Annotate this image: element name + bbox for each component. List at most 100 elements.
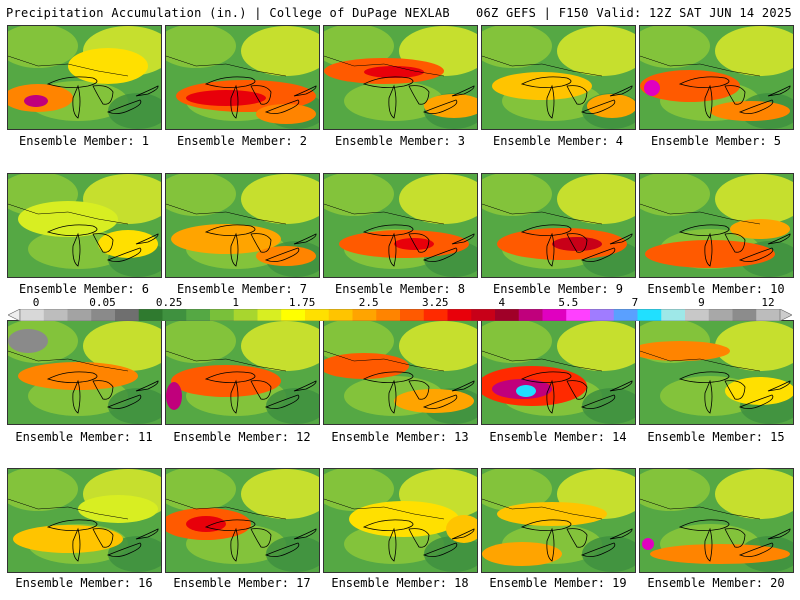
member-caption: Ensemble Member: 18 — [331, 576, 469, 590]
colorbar-segment — [613, 309, 638, 321]
ensemble-member-map — [639, 173, 794, 278]
colorbar-segment — [43, 309, 68, 321]
colorbar-segment — [91, 309, 116, 321]
great-lakes-outline — [8, 498, 159, 562]
colorbar-tick-label: 0 — [32, 296, 40, 309]
colorbar-segment — [328, 309, 353, 321]
precip-map — [324, 321, 477, 424]
colorbar-segment — [67, 309, 92, 321]
ensemble-member-map — [481, 25, 636, 130]
colorbar-tick-label: 4 — [498, 296, 506, 309]
precip-map — [166, 174, 319, 277]
great-lakes-outline — [166, 498, 317, 562]
member-caption: Ensemble Member: 20 — [647, 576, 785, 590]
colorbar-tick-label: 0.25 — [155, 296, 183, 309]
great-lakes-outline — [482, 203, 633, 267]
precip-map — [482, 321, 635, 424]
great-lakes-outline — [482, 350, 633, 414]
precip-map — [324, 469, 477, 572]
colorbar-segment — [138, 309, 163, 321]
map-title: Precipitation Accumulation (in.) | Colle… — [6, 6, 450, 20]
great-lakes-outline — [482, 498, 633, 562]
precip-map — [166, 321, 319, 424]
precip-map — [166, 469, 319, 572]
ensemble-member-map — [7, 468, 162, 573]
member-caption: Ensemble Member: 8 — [334, 282, 466, 296]
great-lakes-outline — [640, 350, 791, 414]
great-lakes-outline — [324, 498, 475, 562]
ensemble-member-map — [323, 320, 478, 425]
precip-map — [640, 321, 793, 424]
ensemble-member-map — [639, 320, 794, 425]
member-caption: Ensemble Member: 14 — [489, 430, 627, 444]
colorbar-segment — [400, 309, 425, 321]
colorbar-segment — [233, 309, 258, 321]
ensemble-member-map — [481, 468, 636, 573]
great-lakes-outline — [324, 55, 475, 119]
great-lakes-outline — [482, 55, 633, 119]
colorbar-segment — [495, 309, 520, 321]
ensemble-member-map — [165, 320, 320, 425]
precip-map — [324, 174, 477, 277]
colorbar-segment — [566, 309, 591, 321]
great-lakes-outline — [640, 55, 791, 119]
colorbar-tick-label: 1 — [232, 296, 239, 309]
precip-map — [482, 26, 635, 129]
ensemble-member-map — [323, 173, 478, 278]
ensemble-member-map — [165, 173, 320, 278]
ensemble-member-map — [323, 468, 478, 573]
member-caption: Ensemble Member: 7 — [176, 282, 308, 296]
colorbar: 0 0.05 0.25 1 1.75 2.5 3.25 4 5.5 7 9 12 — [8, 296, 792, 328]
ensemble-member-map — [7, 173, 162, 278]
colorbar-segment — [542, 309, 567, 321]
colorbar-segment — [162, 309, 187, 321]
colorbar-segment — [661, 309, 686, 321]
member-caption: Ensemble Member: 12 — [173, 430, 311, 444]
colorbar-segment — [708, 309, 733, 321]
colorbar-segment — [590, 309, 615, 321]
colorbar-segment — [210, 309, 235, 321]
precip-map — [8, 469, 161, 572]
precip-map — [8, 26, 161, 129]
member-caption: Ensemble Member: 1 — [18, 134, 150, 148]
ensemble-member-map — [481, 320, 636, 425]
member-caption: Ensemble Member: 17 — [173, 576, 311, 590]
member-caption: Ensemble Member: 15 — [647, 430, 785, 444]
precip-map — [482, 174, 635, 277]
ensemble-member-map — [639, 25, 794, 130]
colorbar-segment — [257, 309, 282, 321]
precip-map — [482, 469, 635, 572]
colorbar-segment — [115, 309, 140, 321]
colorbar-segment — [685, 309, 710, 321]
colorbar-tick-label: 3.25 — [422, 296, 449, 309]
great-lakes-outline — [8, 203, 159, 267]
precip-map — [324, 26, 477, 129]
great-lakes-outline — [8, 350, 159, 414]
ensemble-member-map — [7, 25, 162, 130]
great-lakes-outline — [324, 203, 475, 267]
member-caption: Ensemble Member: 11 — [15, 430, 153, 444]
great-lakes-outline — [640, 203, 791, 267]
member-caption: Ensemble Member: 13 — [331, 430, 469, 444]
colorbar-segment — [186, 309, 211, 321]
precip-map — [640, 174, 793, 277]
colorbar-tick-label: 12 — [761, 296, 775, 309]
precip-map — [8, 174, 161, 277]
colorbar-tick-label: 7 — [631, 296, 639, 309]
great-lakes-outline — [640, 498, 791, 562]
member-caption: Ensemble Member: 3 — [334, 134, 466, 148]
colorbar-segment — [756, 309, 781, 321]
colorbar-segment — [281, 309, 306, 321]
member-caption: Ensemble Member: 4 — [492, 134, 624, 148]
colorbar-tick-label: 5.5 — [558, 296, 579, 309]
ensemble-member-map — [481, 173, 636, 278]
colorbar-tick-label: 0.05 — [89, 296, 116, 309]
colorbar-segment — [20, 309, 45, 321]
colorbar-segment — [376, 309, 401, 321]
ensemble-member-map — [639, 468, 794, 573]
member-caption: Ensemble Member: 2 — [176, 134, 308, 148]
member-caption: Ensemble Member: 16 — [15, 576, 153, 590]
colorbar-segment — [637, 309, 662, 321]
colorbar-segment — [732, 309, 757, 321]
precip-map — [640, 469, 793, 572]
